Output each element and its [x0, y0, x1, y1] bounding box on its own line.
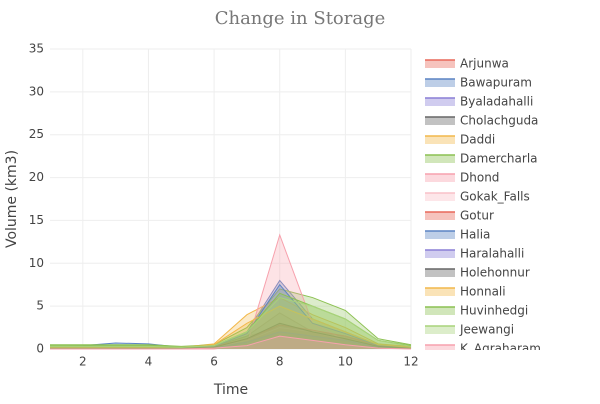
y-tick-label: 35	[29, 42, 44, 56]
plot	[49, 233, 412, 350]
legend-swatch	[425, 174, 455, 182]
legend-label: Haralahalli	[460, 247, 524, 261]
area	[50, 323, 411, 349]
legend-swatch	[425, 345, 455, 350]
legend-label: Cholachguda	[460, 114, 538, 128]
x-tick-label: 2	[79, 355, 87, 369]
x-tick-label: 10	[338, 355, 353, 369]
x-tick-label: 8	[276, 355, 284, 369]
y-tick-label: 30	[29, 84, 44, 98]
y-axis-label: Volume (km3)	[4, 150, 20, 248]
line	[50, 297, 412, 348]
area	[50, 336, 411, 349]
legend-swatch	[425, 288, 455, 296]
area	[50, 313, 411, 349]
legend-swatch	[425, 98, 455, 106]
legend-swatch	[425, 117, 455, 125]
line	[50, 288, 412, 347]
area	[50, 323, 411, 349]
area	[50, 331, 411, 349]
x-axis-label: Time	[213, 382, 248, 398]
legend-swatch	[425, 79, 455, 87]
legend-label: Holehonnur	[460, 266, 530, 280]
area	[50, 306, 411, 349]
area	[50, 297, 411, 349]
legend-label: Jeewangi	[459, 323, 514, 337]
y-tick-label: 0	[36, 342, 44, 356]
legend-swatch	[425, 212, 455, 220]
legend: Arjunwa Bawapuram Byaladahalli Cholachguda D…	[425, 57, 541, 356]
area	[50, 325, 411, 349]
legend-swatch	[425, 136, 455, 144]
legend-label: Damercharla	[460, 152, 538, 166]
legend-swatch	[425, 155, 455, 163]
y-tick-label: 25	[29, 127, 44, 141]
legend-label: Bawapuram	[460, 76, 532, 90]
grid: 0 5 10 15 20 25 30 35 2 4 6 8 10 12	[29, 42, 419, 369]
legend-swatch	[425, 250, 455, 258]
legend-swatch	[425, 307, 455, 315]
legend-label: Gotur	[460, 209, 494, 223]
area	[50, 297, 411, 349]
y-tick-label: 10	[29, 256, 44, 270]
legend-label: Honnali	[460, 285, 506, 299]
y-tick-label: 20	[29, 170, 44, 184]
legend-label: Halia	[460, 228, 490, 242]
legend-swatch	[425, 269, 455, 277]
legend-label: Byaladahalli	[460, 95, 533, 109]
area	[50, 327, 411, 349]
area	[50, 284, 411, 349]
legend-label: K_Agraharam	[460, 342, 541, 356]
line	[50, 322, 412, 349]
legend-label: Dhond	[460, 171, 499, 185]
legend-swatch	[425, 60, 455, 68]
legend-swatch	[425, 231, 455, 239]
chart-title: Change in Storage	[215, 8, 386, 29]
y-tick-label: 5	[36, 299, 44, 313]
area	[50, 293, 411, 349]
line	[50, 335, 412, 350]
x-tick-label: 4	[145, 355, 153, 369]
legend-label: Gokak_Falls	[460, 190, 530, 204]
legend-swatch	[425, 193, 455, 201]
legend-label: Huvinhedgi	[460, 304, 528, 318]
x-tick-label: 12	[403, 355, 418, 369]
legend-label: Daddi	[460, 133, 495, 147]
line	[50, 305, 412, 348]
legend-label: Arjunwa	[460, 57, 509, 71]
legend-swatch	[425, 326, 455, 334]
x-tick-label: 6	[210, 355, 218, 369]
y-tick-label: 15	[29, 213, 44, 227]
